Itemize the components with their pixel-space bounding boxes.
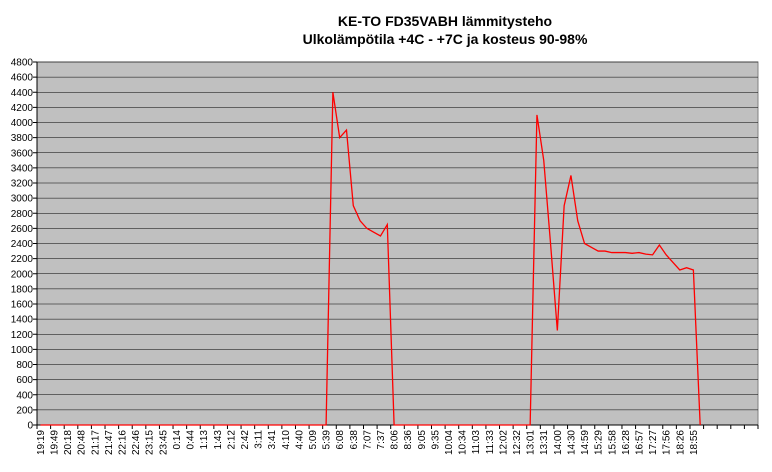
y-tick-label: 2000: [11, 269, 34, 280]
y-tick-label: 2600: [11, 224, 34, 235]
y-tick-label: 4800: [11, 58, 34, 69]
x-tick-label: 23:15: [145, 430, 156, 455]
x-tick-label: 12:32: [512, 430, 523, 455]
x-tick-label: 13:01: [526, 430, 537, 455]
x-tick-label: 20:18: [63, 430, 74, 455]
y-tick-label: 0: [27, 421, 33, 432]
y-tick-label: 1400: [11, 315, 34, 326]
x-tick-label: 16:57: [634, 430, 645, 455]
x-tick-label: 21:47: [104, 430, 115, 455]
y-tick-label: 1200: [11, 330, 34, 341]
x-tick-label: 17:27: [648, 430, 659, 455]
x-tick-label: 22:16: [118, 430, 129, 455]
x-tick-label: 13:31: [539, 430, 550, 455]
x-tick-label: 20:48: [77, 430, 88, 455]
x-tick-label: 5:39: [322, 430, 333, 450]
x-tick-label: 0:14: [172, 430, 183, 450]
x-tick-label: 8:36: [403, 430, 414, 450]
y-tick-label: 2200: [11, 254, 34, 265]
y-tick-label: 200: [16, 405, 33, 416]
x-tick-label: 21:17: [90, 430, 101, 455]
y-tick-label: 400: [16, 390, 33, 401]
y-tick-label: 1800: [11, 284, 34, 295]
x-tick-label: 7:37: [376, 430, 387, 450]
x-tick-label: 0:44: [186, 430, 197, 450]
x-tick-label: 2:12: [226, 430, 237, 450]
y-tick-label: 2800: [11, 209, 34, 220]
data-line: [40, 92, 701, 426]
x-tick-label: 18:26: [675, 430, 686, 455]
x-tick-label: 14:59: [580, 430, 591, 455]
x-tick-label: 11:33: [485, 430, 496, 455]
y-tick-label: 4400: [11, 88, 34, 99]
y-tick-label: 3000: [11, 194, 34, 205]
x-tick-label: 16:28: [621, 430, 632, 455]
x-tick-label: 17:56: [662, 430, 673, 455]
y-tick-label: 3600: [11, 148, 34, 159]
x-tick-label: 14:30: [566, 430, 577, 455]
x-tick-label: 9:05: [417, 430, 428, 450]
x-tick-label: 15:29: [594, 430, 605, 455]
x-tick-label: 1:13: [199, 430, 210, 450]
x-tick-label: 19:19: [36, 430, 47, 455]
y-tick-label: 4600: [11, 73, 34, 84]
y-tick-label: 3400: [11, 163, 34, 174]
x-tick-label: 11:03: [471, 430, 482, 455]
y-tick-label: 1600: [11, 300, 34, 311]
y-tick-label: 4000: [11, 118, 34, 129]
x-tick-label: 10:34: [458, 430, 469, 455]
x-tick-label: 5:09: [308, 430, 319, 450]
x-tick-label: 12:02: [498, 430, 509, 455]
y-tick-label: 4200: [11, 103, 34, 114]
x-tick-label: 9:35: [430, 430, 441, 450]
x-tick-label: 23:45: [158, 430, 169, 455]
x-tick-label: 3:11: [254, 430, 265, 449]
x-tick-label: 3:41: [267, 430, 278, 450]
y-tick-label: 2400: [11, 239, 34, 250]
y-tick-label: 600: [16, 375, 33, 386]
x-tick-label: 4:40: [294, 430, 305, 450]
y-tick-label: 3200: [11, 179, 34, 190]
chart-subtitle: Ulkolämpötila +4C - +7C ja kosteus 90-98…: [303, 31, 588, 47]
y-tick-label: 1000: [11, 345, 34, 356]
x-tick-label: 1:43: [213, 430, 224, 450]
x-tick-label: 10:04: [444, 430, 455, 455]
x-tick-label: 6:08: [335, 430, 346, 450]
x-tick-label: 18:55: [689, 430, 700, 455]
x-tick-label: 15:58: [607, 430, 618, 455]
x-tick-label: 6:38: [349, 430, 360, 450]
x-tick-label: 7:07: [362, 430, 373, 450]
x-tick-label: 2:42: [240, 430, 251, 450]
y-tick-label: 800: [16, 360, 33, 371]
x-tick-label: 4:10: [281, 430, 292, 450]
x-tick-label: 22:46: [131, 430, 142, 455]
x-tick-label: 8:06: [390, 430, 401, 450]
x-tick-label: 14:00: [553, 430, 564, 455]
x-tick-label: 19:49: [50, 430, 61, 455]
y-tick-label: 3800: [11, 133, 34, 144]
chart-title: KE-TO FD35VABH lämmitysteho: [338, 13, 552, 29]
